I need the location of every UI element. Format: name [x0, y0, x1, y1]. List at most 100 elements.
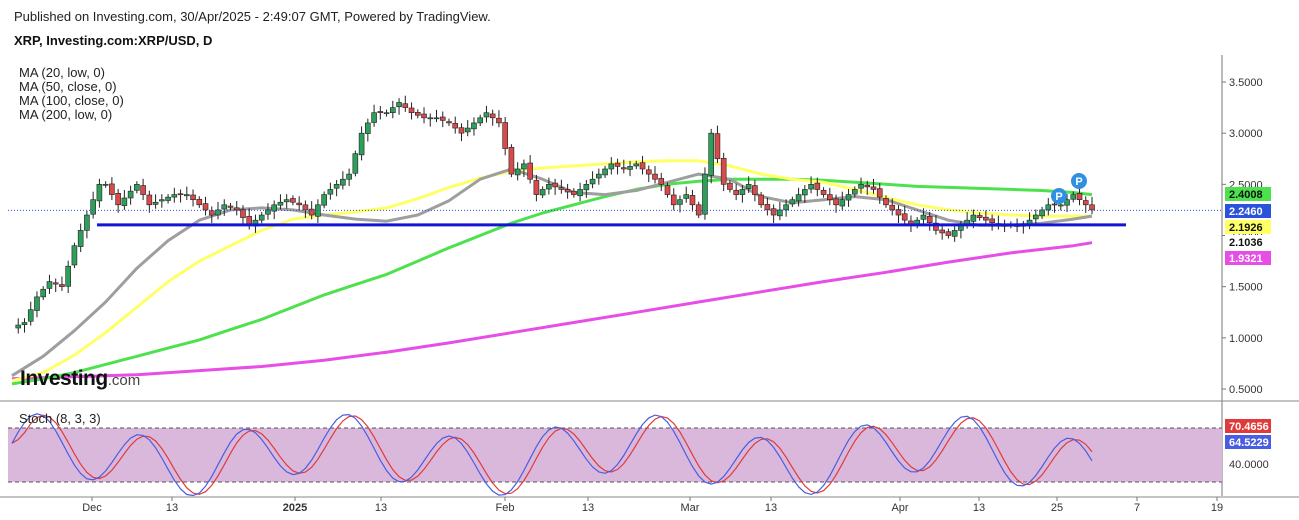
candle-up [745, 184, 752, 189]
investing-logo: Investing.com [20, 367, 140, 391]
candle-up [1033, 214, 1039, 220]
price-tag-label: 2.1926 [1229, 222, 1263, 234]
candle-up [708, 132, 714, 176]
stoch-k-line [11, 413, 1093, 497]
candle-up [839, 199, 846, 207]
time-tick-label: 2025 [283, 502, 307, 514]
legend-ma100[interactable]: MA (100, close, 0) [19, 93, 124, 108]
candle-down [208, 210, 215, 216]
candles [15, 95, 1095, 334]
candle-up [783, 204, 789, 211]
stochastic-panel [8, 413, 1222, 497]
candle-down [833, 198, 839, 206]
candle-down [670, 194, 677, 206]
candle-down [564, 189, 571, 193]
candle-up [802, 189, 808, 196]
candle-up [789, 199, 796, 205]
time-tick-label: 13 [582, 502, 594, 514]
time-tick-label: 13 [973, 502, 985, 514]
candle-up [34, 296, 40, 311]
logo-suffix: .com [107, 372, 141, 389]
candle-down [933, 222, 939, 231]
stoch-tag-label: 64.5229 [1229, 437, 1269, 449]
candle-up [27, 309, 34, 322]
candle-down [714, 133, 721, 160]
time-tick-label: Apr [891, 502, 908, 514]
candle-up [951, 230, 958, 237]
stoch-legend[interactable]: Stoch (8, 3, 3) [19, 411, 101, 426]
candle-up [602, 168, 608, 176]
time-tick-label: Feb [496, 502, 515, 514]
candle-up [471, 122, 477, 130]
candle-up [383, 112, 390, 114]
candle-up [390, 107, 396, 114]
candle-up [84, 214, 90, 231]
candle-down [945, 231, 952, 236]
candle-down [508, 146, 515, 175]
candle-down [52, 282, 59, 285]
candle-down [895, 209, 902, 216]
stoch-tag-bg [1225, 419, 1271, 433]
candle-up [477, 117, 484, 124]
price-tag-bg [1225, 204, 1271, 218]
time-tick-label: 13 [166, 502, 178, 514]
candle-down [190, 194, 196, 200]
candle-up [514, 168, 521, 176]
candle-up [346, 173, 352, 180]
candle-down [446, 121, 452, 124]
price-tick-label: 0.5000 [1229, 384, 1263, 396]
time-tick-label: 25 [1051, 502, 1063, 514]
price-tick-label: 3.5000 [1229, 77, 1263, 89]
legend-ma20[interactable]: MA (20, low, 0) [19, 65, 105, 80]
candle-down [196, 198, 203, 206]
candle-up [271, 204, 277, 212]
candle-up [858, 184, 864, 189]
candle-up [258, 214, 265, 221]
candle-up [340, 178, 346, 186]
candle-up [327, 189, 334, 195]
legend-ma200[interactable]: MA (200, low, 0) [19, 107, 113, 122]
candle-down [421, 113, 427, 119]
candle-up [1064, 199, 1070, 206]
stoch-tag: 64.5229 [1225, 435, 1271, 449]
candle-up [40, 288, 47, 298]
candle-down [652, 173, 658, 180]
candle-up [433, 117, 440, 120]
candle-down [308, 208, 315, 216]
legend-ma50[interactable]: MA (50, close, 0) [19, 79, 117, 94]
candle-up [1070, 194, 1077, 200]
time-tick-label: 13 [375, 502, 387, 514]
price-tick-label: 1.0000 [1229, 333, 1263, 345]
candle-down [814, 182, 821, 190]
candle-up [152, 201, 159, 205]
candle-up [702, 173, 708, 215]
candle-up [677, 199, 683, 205]
candle-down [452, 123, 459, 129]
candle-down [639, 162, 646, 170]
candle-down [645, 169, 652, 175]
candle-up [127, 190, 134, 199]
candle-up [539, 189, 546, 196]
candle-down [752, 185, 758, 195]
candle-down [558, 187, 565, 190]
candle-up [159, 199, 165, 202]
candle-up [221, 204, 228, 210]
stoch-tick-label: 40.0000 [1229, 459, 1269, 471]
candle-down [59, 284, 65, 287]
time-axis[interactable]: Dec 13 2025 13 Feb 13 Mar 13 Apr 13 25 7 19 [82, 497, 1223, 514]
stoch-d-line [11, 414, 1093, 496]
candle-down [109, 183, 115, 195]
candle-up [21, 322, 28, 325]
stoch-tag-label: 70.4656 [1229, 421, 1269, 433]
candle-up [1039, 209, 1045, 217]
price-tag: 1.9321 [1225, 251, 1271, 265]
ma-legend: MA (20, low, 0) MA (50, close, 0) MA (10… [19, 66, 124, 122]
candle-down [571, 190, 577, 195]
stoch-band [8, 428, 1222, 482]
candle-up [739, 189, 746, 195]
price-axis[interactable]: 3.50003.00002.50002.00001.50001.00000.50… [1222, 77, 1271, 471]
price-tag-label: 1.9321 [1229, 253, 1263, 265]
candle-up [358, 132, 365, 156]
candle-up [920, 214, 927, 220]
